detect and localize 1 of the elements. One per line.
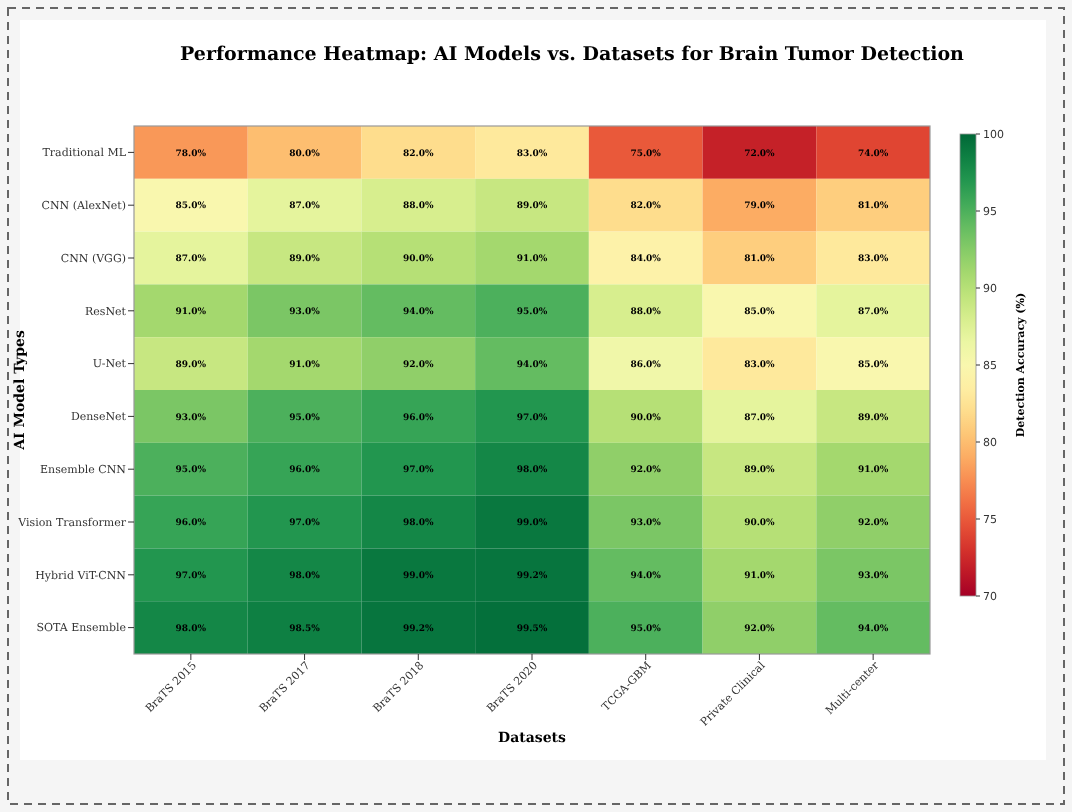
chart-title: Performance Heatmap: AI Models vs. Datasets for Brain Tumor Detection	[180, 44, 965, 66]
